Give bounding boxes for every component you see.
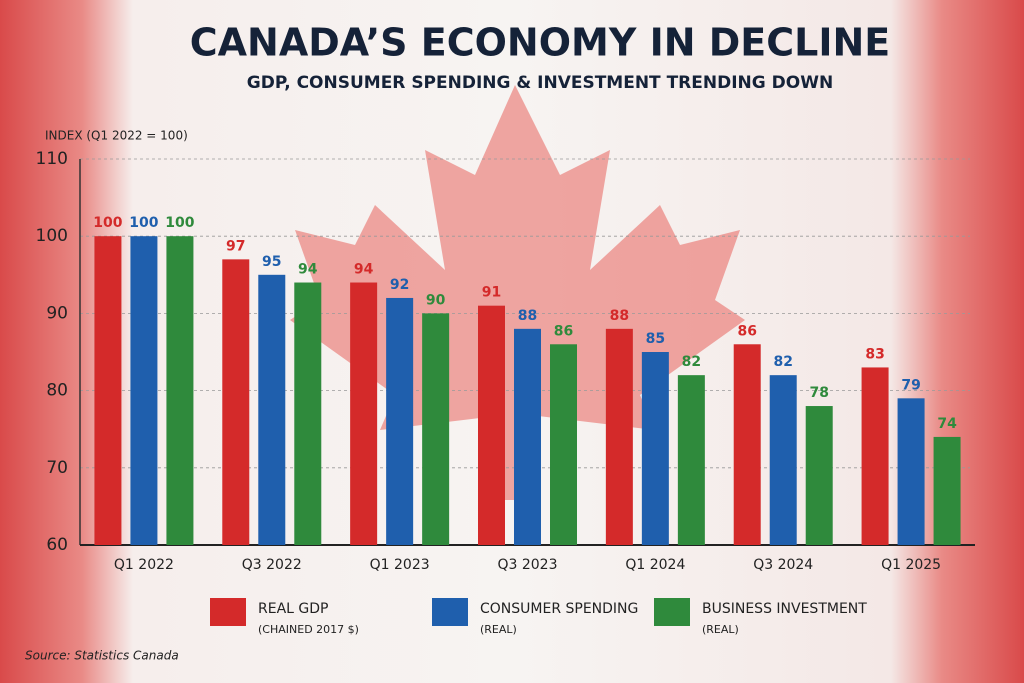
bar (733, 344, 761, 545)
value-label: 100 (129, 215, 158, 231)
bar (805, 406, 833, 545)
y-tick-label: 70 (46, 458, 68, 478)
bar (386, 297, 414, 545)
value-label: 91 (482, 285, 501, 301)
bar (550, 344, 577, 545)
value-label: 95 (262, 254, 281, 270)
bar (514, 328, 541, 545)
bar (478, 305, 505, 545)
value-label: 85 (646, 331, 665, 347)
bar (222, 259, 250, 545)
x-tick-label: Q1 2024 (625, 557, 685, 573)
bar (677, 375, 705, 545)
value-label: 88 (610, 308, 629, 324)
legend-swatch (654, 598, 690, 626)
x-tick-label: Q1 2025 (881, 557, 941, 573)
y-axis-label: INDEX (Q1 2022 = 100) (45, 129, 188, 143)
legend-swatch (432, 598, 468, 626)
legend-swatch (210, 598, 246, 626)
y-tick-label: 90 (46, 303, 68, 323)
y-tick-label: 60 (46, 535, 68, 555)
legend-note: (REAL) (480, 623, 517, 636)
value-label: 90 (426, 292, 446, 308)
x-tick-label: Q3 2024 (753, 557, 813, 573)
legend-note: (CHAINED 2017 $) (258, 623, 359, 636)
value-label: 92 (390, 277, 409, 293)
legend-label: CONSUMER SPENDING (480, 601, 638, 617)
x-tick-label: Q3 2022 (242, 557, 302, 573)
bar (897, 398, 925, 545)
value-label: 79 (901, 377, 920, 393)
y-tick-label: 80 (46, 381, 68, 401)
legend-note: (REAL) (702, 623, 739, 636)
value-label: 100 (165, 215, 194, 231)
legend-label: REAL GDP (258, 601, 328, 617)
value-label: 86 (554, 323, 573, 339)
bar (166, 236, 194, 545)
bar (294, 282, 322, 545)
value-label: 97 (226, 238, 245, 254)
x-tick-label: Q3 2023 (497, 557, 557, 573)
value-label: 94 (298, 262, 318, 278)
value-label: 100 (93, 215, 122, 231)
y-tick-label: 100 (36, 226, 68, 246)
legend-label: BUSINESS INVESTMENT (702, 601, 867, 617)
value-label: 78 (809, 385, 828, 401)
x-tick-label: Q1 2022 (114, 557, 174, 573)
bar (605, 328, 633, 545)
value-label: 82 (682, 354, 701, 370)
bar (94, 236, 122, 545)
value-label: 74 (937, 416, 957, 432)
bar (422, 313, 450, 545)
value-label: 86 (737, 323, 756, 339)
value-label: 94 (354, 262, 374, 278)
bar (258, 274, 286, 545)
chart-title: CANADA’S ECONOMY IN DECLINE (190, 21, 891, 65)
value-label: 83 (865, 346, 884, 362)
source: Source: Statistics Canada (25, 649, 179, 663)
bar (641, 352, 669, 545)
value-label: 82 (773, 354, 792, 370)
value-label: 88 (518, 308, 537, 324)
chart-subtitle: GDP, CONSUMER SPENDING & INVESTMENT TREN… (247, 73, 833, 93)
bar (933, 436, 961, 545)
bar (350, 282, 378, 545)
y-tick-label: 110 (36, 149, 68, 169)
bar (861, 367, 889, 545)
x-tick-label: Q1 2023 (370, 557, 430, 573)
bar (130, 236, 158, 545)
bar (769, 375, 797, 545)
